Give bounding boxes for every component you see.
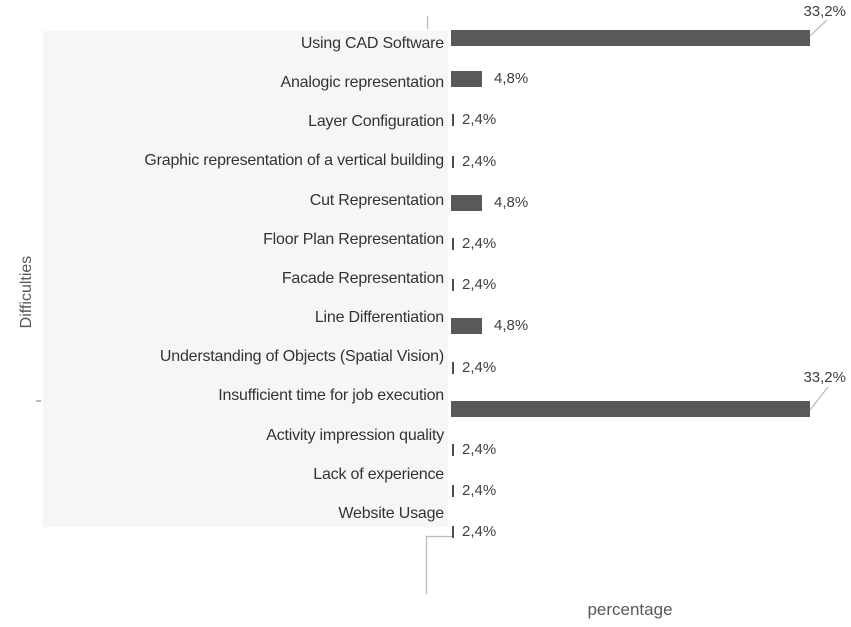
bar-tick <box>452 279 454 292</box>
value-callout-label: 33,2% <box>803 3 846 20</box>
category-label: Line Differentiation <box>314 309 444 327</box>
category-label: Website Usage <box>338 504 444 522</box>
value-label: 2,4% <box>462 358 497 376</box>
value-label: 2,4% <box>462 482 497 500</box>
category-label: Understanding of Objects (Spatial Vision… <box>159 348 444 366</box>
value-label: 2,4% <box>462 523 497 541</box>
category-panel <box>43 31 448 527</box>
category-label: Using CAD Software <box>300 35 444 52</box>
value-label: 2,4% <box>462 111 497 129</box>
callout-leader-line-top <box>809 19 828 37</box>
value-label: 4,8% <box>494 317 529 335</box>
value-label: 2,4% <box>462 276 497 294</box>
x-axis-title: percentage <box>587 600 673 619</box>
bar <box>451 71 482 88</box>
category-label: Activity impression quality <box>266 426 444 444</box>
y-axis-title: Difficulties <box>18 255 35 329</box>
bar-tick <box>452 526 454 539</box>
value-label: 2,4% <box>462 235 497 252</box>
value-callout-label: 33,2% <box>803 369 846 386</box>
callout-leader-line-middle <box>809 386 829 411</box>
category-label: Graphic representation of a vertical bui… <box>144 152 444 170</box>
bar <box>451 194 482 211</box>
bar-tick <box>452 155 454 168</box>
category-label: Facade Representation <box>281 269 444 287</box>
category-label: Analogic representation <box>280 74 444 92</box>
bar-tick <box>452 485 454 498</box>
bar-tick <box>452 114 454 127</box>
bar-tick <box>452 444 454 456</box>
bar <box>451 318 482 335</box>
value-label: 2,4% <box>462 441 497 458</box>
category-label: Layer Configuration <box>308 113 444 131</box>
value-label: 2,4% <box>462 152 497 170</box>
bar <box>451 30 810 46</box>
category-label: Insufficient time for job execution <box>218 387 444 405</box>
category-axis-bottom-line <box>425 535 452 594</box>
category-label: Cut Representation <box>309 191 444 209</box>
category-label: Floor Plan Representation <box>263 230 444 248</box>
bar-tick <box>452 361 454 374</box>
bar <box>451 400 810 417</box>
bar-tick <box>452 238 454 250</box>
value-label: 4,8% <box>494 70 529 88</box>
category-label: Lack of experience <box>313 465 444 483</box>
value-label: 4,8% <box>494 193 529 211</box>
